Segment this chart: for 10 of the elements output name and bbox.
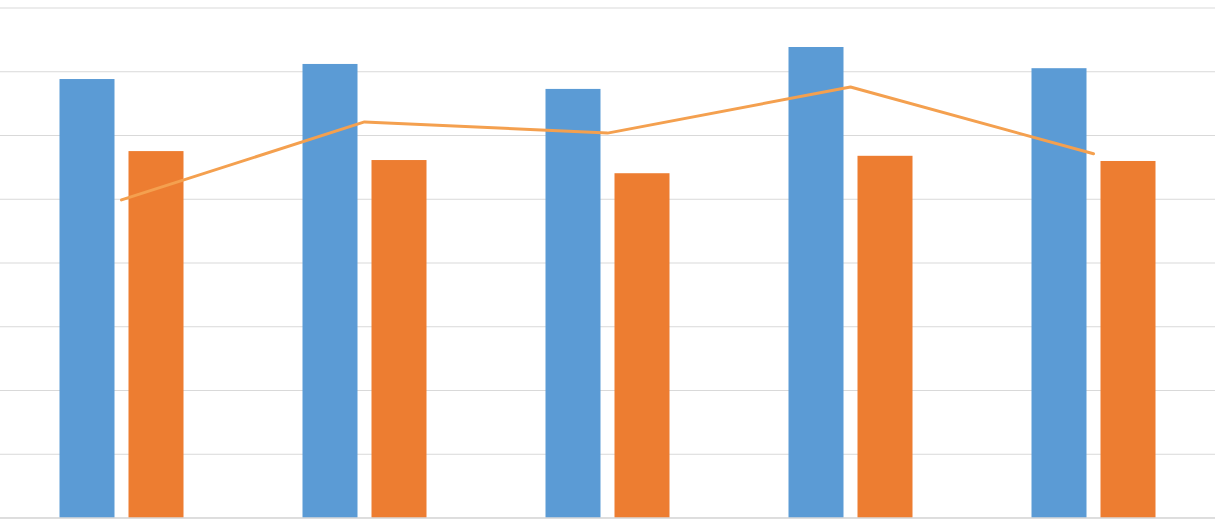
bar xyxy=(371,160,427,518)
bar xyxy=(857,155,913,518)
bar xyxy=(59,79,115,518)
bar xyxy=(545,88,601,518)
bar xyxy=(1031,68,1087,518)
bar xyxy=(302,63,358,518)
bar xyxy=(1100,160,1156,518)
bar xyxy=(614,173,670,518)
bar xyxy=(788,47,844,518)
bar xyxy=(128,151,184,518)
